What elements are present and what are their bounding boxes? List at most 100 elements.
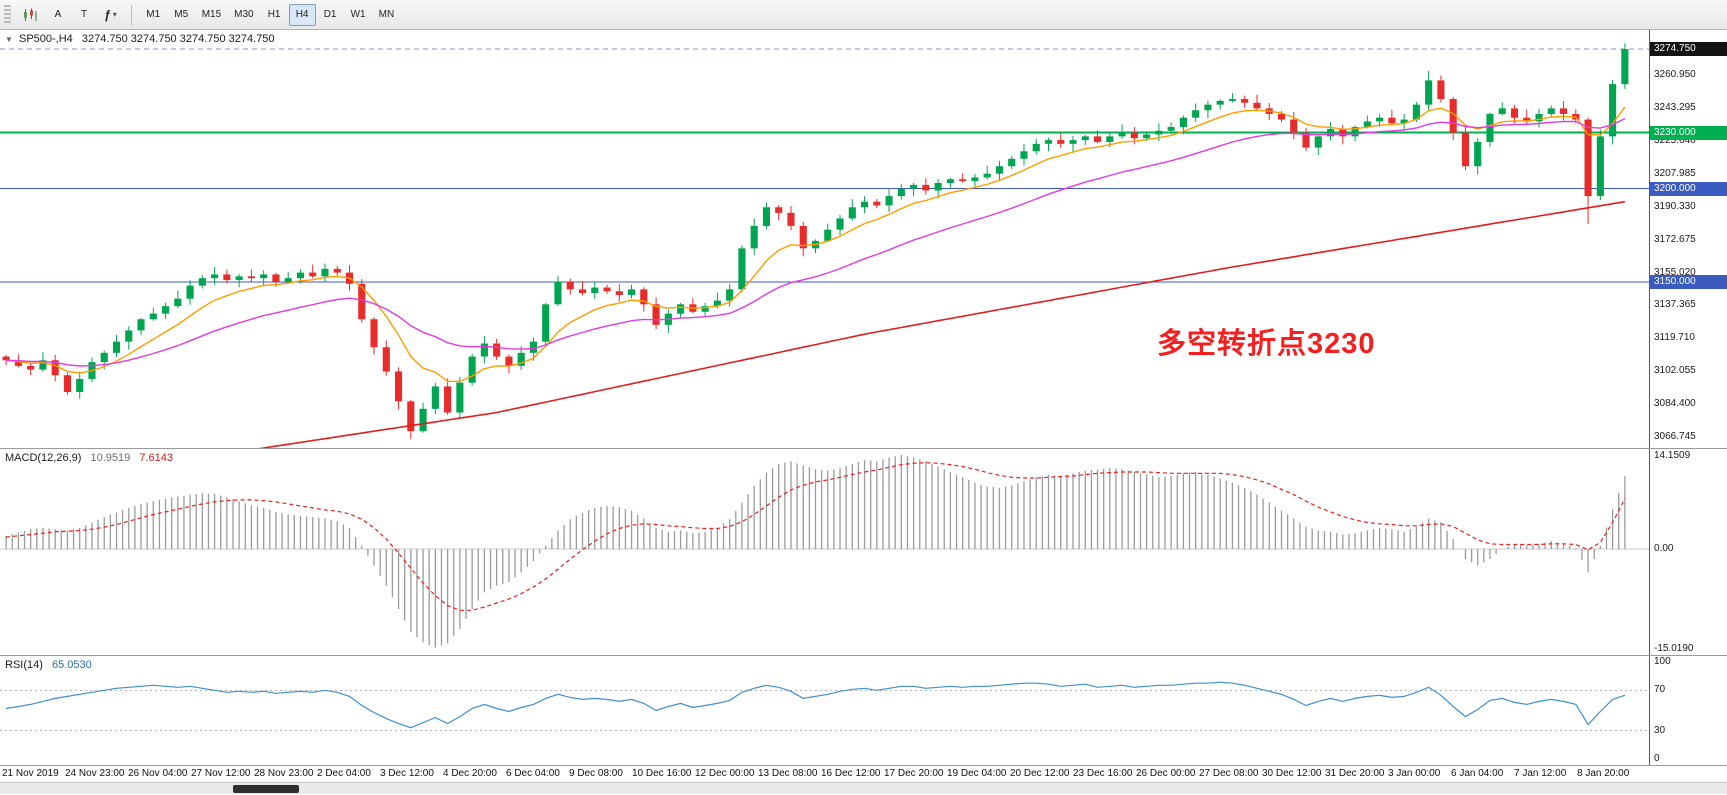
time-axis-label: 20 Dec 12:00 [1010, 768, 1070, 779]
time-axis-label: 4 Dec 20:00 [443, 768, 497, 779]
rsi-axis-tick: 70 [1654, 684, 1666, 696]
time-axis-label: 2 Dec 04:00 [317, 768, 371, 779]
rsi-line [6, 681, 1626, 729]
ma_mid-line [6, 117, 1626, 367]
price-axis-tick: 3137.365 [1654, 299, 1696, 311]
time-axis-label: 28 Nov 23:00 [254, 768, 314, 779]
price-plot[interactable] [0, 30, 1649, 448]
time-axis-label: 6 Jan 04:00 [1451, 768, 1504, 779]
price-level-tag: 3200.000 [1650, 181, 1727, 196]
rsi-axis[interactable]: 100 70 30 0 [1649, 656, 1727, 765]
time-axis-label: 27 Nov 12:00 [191, 768, 251, 779]
macd-signal-line [6, 462, 1626, 611]
macd-main-value: 10.9519 [90, 452, 131, 464]
price-axis-tick: 3207.985 [1654, 167, 1696, 179]
symbol-label: SP500-,H4 [18, 33, 73, 45]
indicators-icon: ƒ [104, 7, 111, 22]
time-axis-label: 13 Dec 08:00 [758, 768, 818, 779]
time-axis-label: 16 Dec 12:00 [821, 768, 881, 779]
chart-window: ▼ SP500-,H4 3274.750 3274.750 3274.750 3… [0, 30, 1727, 795]
time-axis-label: 10 Dec 16:00 [632, 768, 692, 779]
time-axis-label: 19 Dec 04:00 [947, 768, 1007, 779]
macd-indicator-name: MACD(12,26,9) [5, 452, 82, 464]
ohlc-values: 3274.750 3274.750 3274.750 3274.750 [81, 33, 275, 45]
rsi-panel: RSI(14) 65.0530 100 70 30 0 [0, 656, 1727, 766]
time-axis-label: 31 Dec 20:00 [1325, 768, 1385, 779]
time-axis-label: 3 Dec 12:00 [380, 768, 434, 779]
timeframe-w1-button[interactable]: W1 [345, 4, 372, 26]
time-axis[interactable]: 21 Nov 2019 24 Nov 23:00 26 Nov 04:00 27 No… [0, 766, 1649, 782]
rsi-chart [0, 681, 1649, 732]
price-axis-tick: 3243.295 [1654, 101, 1696, 113]
toolbar-drag-handle[interactable] [4, 4, 11, 25]
indicators-dropdown-button[interactable]: ƒ ▾ [98, 4, 123, 26]
macd-axis-tick: -15.0190 [1654, 643, 1694, 654]
price-panel: ▼ SP500-,H4 3274.750 3274.750 3274.750 3… [0, 30, 1727, 449]
macd-axis[interactable]: 14.1509 0.00 -15.0190 [1649, 449, 1727, 655]
timeframe-m30-button[interactable]: M30 [228, 4, 259, 26]
price-axis-tick: 3119.710 [1654, 332, 1695, 344]
price-axis-tick: 3066.745 [1654, 431, 1696, 443]
ma-slow-line [258, 200, 1626, 448]
rsi-axis-tick: 0 [1654, 753, 1660, 764]
time-axis-label: 27 Dec 08:00 [1199, 768, 1259, 779]
a-tool-button[interactable]: A [46, 4, 70, 26]
macd-signal-value: 7.6143 [139, 452, 173, 464]
price-level-tag: 3274.750 [1650, 42, 1727, 57]
price-axis-tick: 3102.055 [1654, 365, 1696, 377]
rsi-axis-tick: 30 [1654, 724, 1666, 736]
timeframe-m5-button[interactable]: M5 [168, 4, 195, 26]
time-axis-label: 3 Jan 00:00 [1388, 768, 1441, 779]
time-axis-label: 26 Dec 00:00 [1136, 768, 1196, 779]
text-tool-button[interactable]: T [72, 4, 96, 26]
timeframe-m1-button[interactable]: M1 [140, 4, 167, 26]
rsi-plot[interactable] [0, 656, 1649, 765]
price-level-tag: 3230.000 [1650, 125, 1727, 140]
macd-axis-tick: 0.00 [1654, 543, 1674, 555]
macd-axis-tick: 14.1509 [1654, 450, 1691, 461]
time-axis-label: 23 Dec 16:00 [1073, 768, 1133, 779]
candlestick-chart-icon [24, 8, 37, 21]
toolbar-separator [130, 4, 132, 25]
price-axis-tick: 3172.675 [1654, 233, 1696, 245]
rsi-indicator-name: RSI(14) [5, 659, 43, 671]
time-axis-label: 21 Nov 2019 [2, 768, 59, 779]
price-axis-tick: 3225.640 [1654, 134, 1696, 146]
chart-type-button[interactable] [16, 4, 44, 26]
price-level-tag: 3150.000 [1650, 274, 1727, 289]
symbol-header: ▼ SP500-,H4 3274.750 3274.750 3274.750 3… [5, 33, 275, 45]
rsi-value: 65.0530 [51, 659, 92, 671]
macd-histogram [5, 455, 1626, 648]
macd-panel: MACD(12,26,9) 10.9519 7.6143 14.1509 0.00… [0, 449, 1727, 656]
macd-label: MACD(12,26,9) 10.9519 7.6143 [5, 452, 173, 464]
macd-chart [0, 455, 1649, 648]
scrollbar-thumb[interactable] [233, 785, 299, 793]
ma_fast-line [6, 106, 1626, 383]
time-axis-label: 9 Dec 08:00 [569, 768, 623, 779]
rsi-axis-tick: 100 [1654, 656, 1671, 667]
chart-text-annotation[interactable]: 多空转折点3230 [1157, 328, 1376, 360]
time-axis-label: 6 Dec 04:00 [506, 768, 560, 779]
horizontal-scrollbar[interactable] [0, 782, 1727, 794]
time-axis-label: 17 Dec 20:00 [884, 768, 944, 779]
macd-plot[interactable] [0, 449, 1649, 655]
timeframe-h1-button[interactable]: H1 [261, 4, 288, 26]
timeframe-h4-button[interactable]: H4 [288, 3, 316, 26]
time-axis-label: 30 Dec 12:00 [1262, 768, 1322, 779]
timeframe-button-group: M1 M5 M15 M30 H1 H4 D1 W1 MN [140, 3, 401, 26]
time-axis-label: 8 Jan 20:00 [1577, 768, 1630, 779]
collapse-triangle-icon[interactable]: ▼ [5, 35, 13, 44]
chevron-down-icon: ▾ [112, 10, 117, 19]
timeframe-d1-button[interactable]: D1 [317, 4, 344, 26]
timeframe-m15-button[interactable]: M15 [196, 4, 227, 26]
price-chart [0, 43, 1649, 448]
time-axis-label: 24 Nov 23:00 [65, 768, 125, 779]
time-axis-label: 7 Jan 12:00 [1514, 768, 1567, 779]
toolbar: A T ƒ ▾ M1 M5 M15 M30 H1 H4 D1 W1 MN [0, 0, 1727, 30]
price-axis[interactable]: 3260.950 3243.295 3225.640 3207.985 3190.330… [1649, 30, 1727, 448]
price-axis-tick: 3190.330 [1654, 200, 1696, 212]
price-axis-tick: 3084.400 [1654, 398, 1696, 410]
timeframe-mn-button[interactable]: MN [373, 4, 401, 26]
price-axis-tick: 3155.020 [1654, 266, 1696, 278]
time-axis-label: 26 Nov 04:00 [128, 768, 188, 779]
